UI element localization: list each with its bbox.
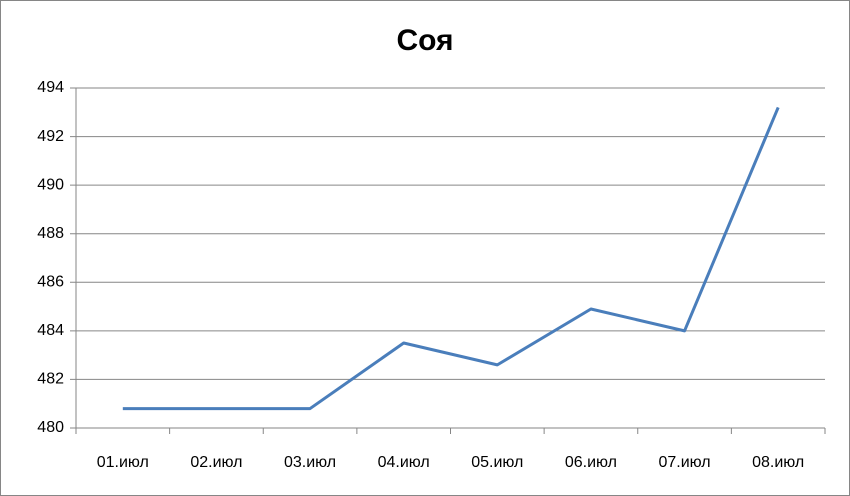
y-tick-label: 488 — [37, 225, 64, 242]
y-tick-label: 492 — [37, 128, 64, 145]
x-tick-label: 03.июл — [284, 454, 336, 471]
x-tick-label: 05.июл — [471, 454, 523, 471]
data-line — [122, 106, 780, 411]
chart-title: Соя — [396, 24, 453, 57]
x-tick-label: 01.июл — [97, 454, 149, 471]
x-tick-label: 07.июл — [658, 454, 710, 471]
y-tick-label: 490 — [37, 176, 64, 193]
y-tick-label: 480 — [37, 419, 64, 436]
y-tick-label: 482 — [37, 371, 64, 388]
x-tick-label: 04.июл — [378, 454, 430, 471]
x-tick-label: 02.июл — [190, 454, 242, 471]
x-tick-label: 08.июл — [752, 454, 804, 471]
y-tick-label: 486 — [37, 274, 64, 291]
y-tick-label: 494 — [37, 79, 64, 96]
x-tick-label: 06.июл — [565, 454, 617, 471]
y-tick-label: 484 — [37, 322, 64, 339]
